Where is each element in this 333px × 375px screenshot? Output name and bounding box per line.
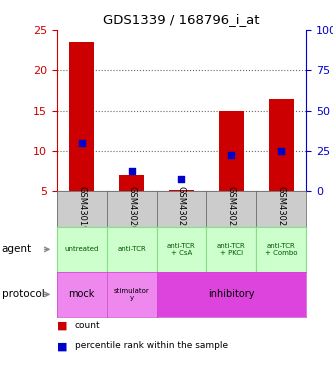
Text: protocol: protocol — [2, 290, 44, 299]
Text: count: count — [75, 321, 101, 330]
Text: agent: agent — [2, 244, 32, 254]
Bar — [69, 42, 94, 191]
Text: anti-TCR
+ CsA: anti-TCR + CsA — [167, 243, 196, 256]
Text: GSM43020: GSM43020 — [127, 186, 136, 232]
Text: anti-TCR
+ PKCi: anti-TCR + PKCi — [217, 243, 246, 256]
Point — [79, 140, 84, 146]
Text: untreated: untreated — [64, 246, 99, 252]
Bar — [119, 175, 144, 191]
Title: GDS1339 / 168796_i_at: GDS1339 / 168796_i_at — [103, 13, 260, 26]
Point — [179, 176, 184, 182]
Text: ■: ■ — [57, 321, 67, 331]
Bar — [169, 190, 194, 191]
Text: GSM43019: GSM43019 — [77, 186, 86, 232]
Text: GSM43021: GSM43021 — [177, 186, 186, 232]
Point — [279, 148, 284, 154]
Text: percentile rank within the sample: percentile rank within the sample — [75, 341, 228, 350]
Point — [129, 168, 134, 174]
Text: GSM43023: GSM43023 — [277, 186, 286, 232]
Text: inhibitory: inhibitory — [208, 290, 255, 299]
Text: anti-TCR: anti-TCR — [117, 246, 146, 252]
Text: anti-TCR
+ Combo: anti-TCR + Combo — [265, 243, 298, 256]
Text: ■: ■ — [57, 341, 67, 351]
Bar — [269, 99, 294, 191]
Bar — [219, 111, 244, 191]
Text: stimulator
y: stimulator y — [114, 288, 150, 301]
Point — [229, 152, 234, 158]
Text: mock: mock — [68, 290, 95, 299]
Text: GSM43022: GSM43022 — [227, 186, 236, 232]
